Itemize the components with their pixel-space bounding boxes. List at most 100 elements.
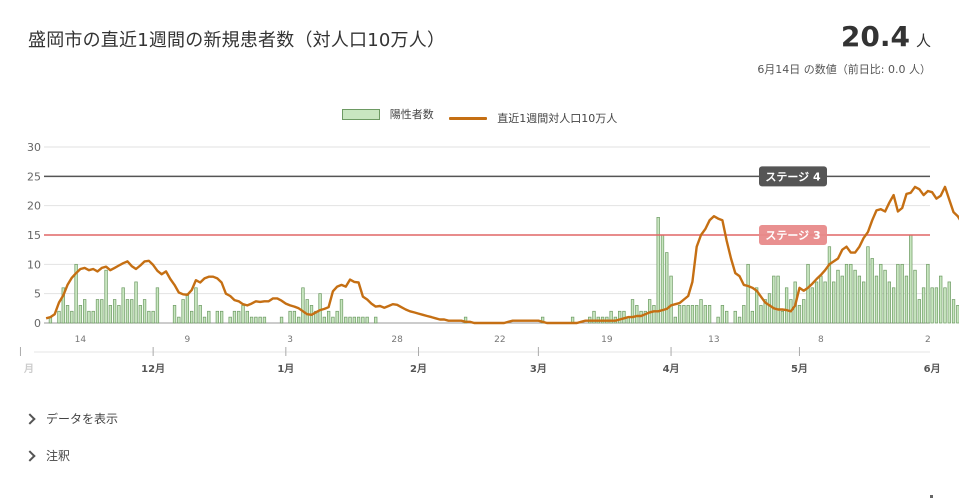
case-bar (352, 316, 356, 324)
case-bar (742, 305, 746, 324)
x-tick-day-label: 28 (391, 335, 403, 345)
case-bar (951, 299, 956, 324)
case-bar (344, 316, 348, 324)
case-bar (138, 305, 142, 324)
case-bar (232, 310, 237, 324)
case-bar (249, 316, 254, 324)
case-bar (361, 316, 365, 324)
case-bar (772, 275, 776, 324)
case-bar (665, 252, 669, 324)
case-bar (887, 281, 891, 324)
x-month-label: 5月 (791, 363, 808, 375)
case-bar (134, 281, 138, 324)
case-bar (301, 287, 305, 324)
case-bar (900, 263, 904, 324)
case-bar (78, 305, 83, 324)
case-bar (677, 305, 682, 324)
x-month-label: 1月 (277, 363, 294, 375)
case-bar (776, 275, 780, 324)
legend-item-line[interactable]: 直近1週間対人口10万人 (449, 110, 617, 126)
case-bar (279, 316, 284, 324)
case-bar (921, 287, 926, 324)
case-bar (108, 305, 112, 324)
x-month-label: 3月 (530, 363, 547, 375)
show-data-label: データを表示 (46, 412, 119, 426)
current-value: 20.4 人 (841, 20, 931, 53)
case-bar (784, 287, 789, 324)
case-bar (288, 310, 292, 324)
case-bar (780, 310, 784, 324)
case-bar (759, 305, 763, 324)
x-tick-day-label: 14 (75, 335, 87, 345)
case-bar (356, 316, 361, 324)
case-bar (61, 287, 65, 324)
case-bar (802, 299, 806, 324)
case-bar (930, 287, 934, 324)
case-bar (883, 269, 887, 324)
current-value-number: 20.4 (840, 20, 910, 53)
case-bar (147, 310, 151, 324)
x-tick-day-label: 8 (818, 335, 824, 345)
y-tick-label: 0 (34, 317, 41, 330)
case-bar (737, 316, 742, 324)
case-bar (819, 275, 823, 324)
case-bar (463, 316, 468, 324)
legend-item-bars[interactable]: 陽性者数 (341, 106, 434, 122)
x-month-label: 4月 (663, 363, 680, 375)
y-tick-label: 25 (27, 170, 41, 183)
case-bar (331, 316, 335, 324)
case-bar (746, 263, 750, 324)
y-tick-label: 20 (27, 200, 41, 213)
case-bar (686, 305, 690, 324)
case-bar (947, 281, 951, 324)
case-bar (656, 217, 660, 324)
case-bar (956, 305, 959, 324)
case-bar (682, 305, 686, 324)
case-bar (177, 316, 181, 324)
case-bar (866, 246, 870, 324)
case-bar (823, 281, 827, 324)
case-bar (879, 263, 883, 324)
case-bar (326, 310, 331, 324)
case-bar (836, 269, 840, 324)
case-bar (870, 258, 874, 324)
case-bar (810, 287, 814, 324)
case-bar (857, 275, 862, 324)
case-bar (155, 287, 160, 324)
case-bar (181, 299, 185, 324)
case-bar (643, 310, 648, 324)
case-bar (125, 299, 130, 324)
case-bar (720, 305, 725, 324)
case-bar (926, 263, 930, 324)
x-tick-day-label: 3 (287, 335, 293, 345)
x-month-label: 2月 (410, 363, 427, 375)
show-data-toggle[interactable]: データを表示 (24, 410, 119, 427)
case-bar (57, 310, 61, 324)
chevron-right-icon (24, 449, 36, 462)
case-bar (703, 305, 707, 324)
case-bar (669, 275, 673, 324)
case-bar (254, 316, 258, 324)
case-bar (297, 316, 301, 324)
case-bar (185, 293, 190, 324)
weekly-rate-line (45, 185, 959, 325)
case-bar (292, 310, 297, 324)
case-bar (630, 299, 635, 324)
case-bar (215, 310, 219, 324)
case-bar (237, 310, 241, 324)
case-bar (840, 275, 844, 324)
notes-toggle[interactable]: 注釈 (24, 447, 70, 464)
case-bar (652, 305, 656, 324)
stage-label-box (759, 225, 827, 245)
case-bar (130, 299, 134, 324)
case-bar (241, 305, 245, 324)
case-bar (258, 316, 262, 324)
case-bar (65, 305, 70, 324)
current-value-unit: 人 (915, 32, 931, 50)
case-bar (750, 310, 755, 324)
value-date-note: 6月14日 の数値（前日比: 0.0 人） (757, 63, 931, 76)
case-bar (151, 310, 155, 324)
case-bar (853, 269, 857, 324)
y-tick-label: 15 (27, 229, 41, 242)
